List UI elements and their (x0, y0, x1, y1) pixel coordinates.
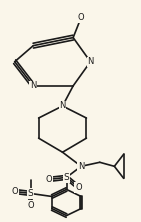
Text: S: S (28, 189, 34, 198)
Text: S: S (64, 173, 69, 182)
Text: O: O (11, 187, 18, 196)
Text: N: N (87, 57, 94, 66)
Text: N: N (78, 162, 84, 171)
Text: O: O (27, 201, 34, 210)
Text: N: N (59, 101, 66, 111)
Text: O: O (75, 183, 82, 192)
Text: O: O (46, 175, 53, 184)
Text: O: O (78, 13, 84, 22)
Text: N: N (30, 81, 37, 90)
